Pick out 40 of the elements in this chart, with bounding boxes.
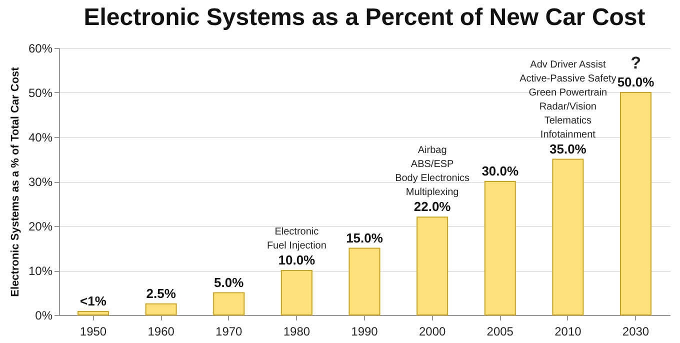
x-tick-label: 2010 bbox=[554, 324, 582, 338]
bar bbox=[552, 158, 584, 316]
data-label: 2.5% bbox=[146, 286, 176, 301]
annotation: Adv Driver Assist Active-Passive Safety Green Powertrain Radar/Vision Telematics Infotainment bbox=[520, 59, 616, 140]
annotation: Airbag ABS/ESP Body Electronics Multiplexing bbox=[395, 145, 470, 198]
data-label: <1% bbox=[80, 293, 107, 308]
data-label: 35.0% bbox=[550, 141, 587, 156]
data-label: 15.0% bbox=[346, 230, 384, 246]
annotation: ? bbox=[630, 54, 641, 72]
y-tick-label: 20% bbox=[28, 220, 53, 234]
x-tick-label: 2005 bbox=[486, 324, 514, 338]
data-label: 50.0% bbox=[617, 74, 655, 90]
data-label: 22.0% bbox=[414, 199, 452, 214]
data-label: 30.0% bbox=[482, 164, 519, 178]
y-tick-label: 0% bbox=[35, 308, 53, 322]
chart-title: Electronic Systems as a Percent of New Car Cost bbox=[84, 4, 646, 31]
y-tick-label: 60% bbox=[28, 42, 53, 56]
annotation: Electronic Fuel Injection bbox=[266, 226, 326, 252]
x-tick-label: 1970 bbox=[216, 324, 243, 338]
y-axis-title: Electronic Systems as a % of Total Car Cost bbox=[9, 66, 22, 297]
bar bbox=[484, 181, 516, 316]
bar bbox=[145, 303, 177, 316]
x-tick-label: 1960 bbox=[148, 324, 175, 338]
y-tick-label: 10% bbox=[28, 264, 53, 278]
data-label: 5.0% bbox=[214, 274, 244, 290]
bar bbox=[280, 270, 312, 316]
x-tick-label: 1950 bbox=[80, 324, 107, 338]
x-tick-label: 2000 bbox=[418, 324, 446, 338]
y-tick-label: 40% bbox=[28, 130, 53, 144]
bar bbox=[416, 216, 448, 316]
bar bbox=[348, 248, 380, 316]
bar bbox=[213, 292, 245, 316]
x-tick-label: 2030 bbox=[622, 324, 650, 338]
data-label: 10.0% bbox=[278, 252, 316, 268]
bar bbox=[620, 92, 652, 316]
y-tick-label: 30% bbox=[28, 175, 53, 189]
y-tick-label: 50% bbox=[28, 86, 53, 100]
x-tick-label: 1980 bbox=[283, 324, 310, 338]
x-tick-label: 1990 bbox=[351, 324, 378, 338]
bar bbox=[77, 310, 110, 316]
